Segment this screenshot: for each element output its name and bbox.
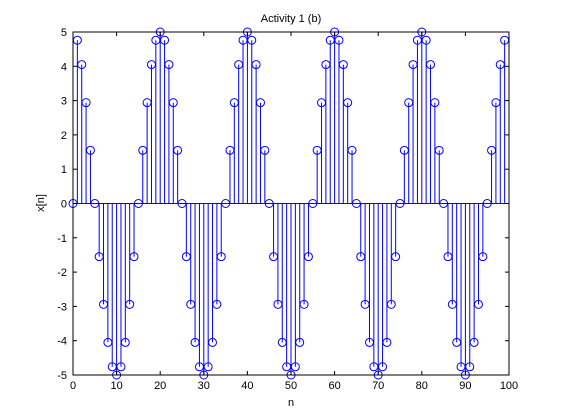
stem-marker [168,98,178,108]
stem-marker [478,252,488,262]
y-tick-label: 3 [61,96,67,108]
stem-marker [465,362,475,372]
x-tick-label: 50 [285,380,297,392]
stem-marker [116,362,126,372]
stem-marker [260,145,270,155]
stem-marker [203,362,213,372]
stem-marker [81,98,91,108]
stem-marker [421,35,431,45]
stem-marker [290,362,300,372]
x-tick-label: 30 [198,380,210,392]
stem-marker [391,252,401,262]
stem-series [68,27,510,380]
y-tick-label: 4 [61,61,67,73]
stem-marker [216,252,226,262]
stem-marker [347,145,357,155]
x-tick-label: 90 [459,380,471,392]
stem-marker [386,299,396,309]
axes-box [72,31,510,376]
stem-marker [334,35,344,45]
x-tick-label: 80 [416,380,428,392]
stem-marker [173,145,183,155]
stem-marker [430,98,440,108]
stem-marker [251,60,261,70]
stem-marker [382,337,392,347]
y-tick-label: 5 [61,27,67,39]
stem-marker [343,98,353,108]
stem-marker [473,299,483,309]
y-axis-label: x[n] [35,194,47,212]
x-tick-label: 60 [328,380,340,392]
x-tick-label: 20 [154,380,166,392]
stem-marker [212,299,222,309]
stem-marker [426,60,436,70]
y-tick-label: -1 [57,233,67,245]
x-tick-label: 40 [241,380,253,392]
axis-ticks: 0 10 20 30 40 50 60 70 80 90 100 -5 -4 -3 -2 -1 0 1 2 3 4 5 [57,27,518,392]
stem-marker [299,299,309,309]
stem-marker [469,337,479,347]
stem-marker [129,252,139,262]
stem-marker [160,35,170,45]
stem-marker [77,60,87,70]
y-tick-label: 2 [61,130,67,142]
stem-marker [338,60,348,70]
stem-marker [208,337,218,347]
stem-marker [295,337,305,347]
y-tick-label: -2 [57,267,67,279]
stem-marker [164,60,174,70]
stem-marker [247,35,257,45]
stem-marker [120,337,130,347]
x-axis-label: n [288,397,294,409]
x-tick-label: 70 [372,380,384,392]
chart-title: Activity 1 (b) [261,13,322,25]
stem-marker [303,252,313,262]
x-tick-label: 0 [70,380,76,392]
y-tick-label: -5 [57,370,67,382]
y-tick-label: -4 [57,336,67,348]
stem-marker [434,145,444,155]
stem-marker [378,362,388,372]
x-tick-label: 100 [500,380,518,392]
x-tick-label: 10 [110,380,122,392]
stem-marker [85,145,95,155]
y-tick-label: -3 [57,301,67,313]
stem-marker [255,98,265,108]
stem-marker [125,299,135,309]
y-tick-label: 0 [61,199,67,211]
y-tick-label: 1 [61,164,67,176]
